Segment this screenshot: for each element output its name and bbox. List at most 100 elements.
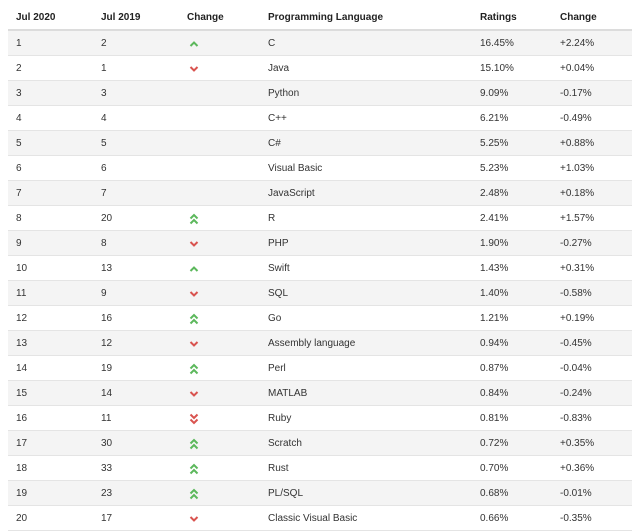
table-cell: 1.90% (480, 238, 509, 249)
table-cell: -0.45% (560, 338, 592, 349)
table-cell: Java (268, 63, 290, 74)
table-cell: +0.04% (560, 63, 595, 74)
trend-icon (189, 341, 199, 347)
table-cell: -0.01% (560, 488, 592, 499)
table-cell: -0.35% (560, 513, 592, 524)
table-cell: Perl (268, 363, 286, 374)
table-cell: 5 (16, 138, 22, 149)
table-cell: 19 (16, 488, 28, 499)
table-cell: Rust (268, 463, 289, 474)
table-row: 15 14 MATLAB 0.84% -0.24% (8, 381, 632, 406)
table-cell: 6 (16, 163, 22, 174)
table-cell: 15.10% (480, 63, 514, 74)
header-cell: Programming Language (268, 12, 384, 23)
table-cell: 0.87% (480, 363, 509, 374)
table-row: 1 2 C 16.45% +2.24% (8, 31, 632, 56)
table-cell: 20 (16, 513, 28, 524)
trend-icon (189, 213, 199, 225)
table-cell: MATLAB (268, 388, 308, 399)
table-cell: Ruby (268, 413, 292, 424)
table-cell: -0.24% (560, 388, 592, 399)
table-cell: 14 (101, 388, 113, 399)
table-cell: 2 (101, 38, 107, 49)
trend-icon (189, 41, 199, 47)
table-cell: 23 (101, 488, 113, 499)
table-row: 10 13 Swift 1.43% +0.31% (8, 256, 632, 281)
table-cell: 18 (16, 463, 28, 474)
table-cell: -0.83% (560, 413, 592, 424)
table-cell: -0.58% (560, 288, 592, 299)
table-cell: +2.24% (560, 38, 595, 49)
table-cell: +0.35% (560, 438, 595, 449)
table-cell: R (268, 213, 276, 224)
header-cell: Change (187, 12, 224, 23)
trend-icon (189, 291, 199, 297)
table-row: 16 11 Ruby 0.81% -0.83% (8, 406, 632, 431)
trend-icon (189, 488, 199, 500)
table-cell: PHP (268, 238, 289, 249)
table-cell: 0.70% (480, 463, 509, 474)
table-cell: 8 (101, 238, 107, 249)
table-cell: 0.94% (480, 338, 509, 349)
header-row: Jul 2020 Jul 2019 Change Programming Lan… (8, 0, 632, 31)
table-row: 6 6 Visual Basic 5.23% +1.03% (8, 156, 632, 181)
trend-icon (189, 516, 199, 522)
table-cell: 10 (16, 263, 28, 274)
table-cell: 6 (101, 163, 107, 174)
trend-icon (189, 313, 199, 325)
table-cell: 14 (16, 363, 28, 374)
table-cell: 5.25% (480, 138, 509, 149)
table-cell: +0.31% (560, 263, 595, 274)
table-row: 3 3 Python 9.09% -0.17% (8, 81, 632, 106)
table-row: 13 12 Assembly language 0.94% -0.45% (8, 331, 632, 356)
table-cell: +1.03% (560, 163, 595, 174)
table-cell: Visual Basic (268, 163, 323, 174)
table-cell: 15 (16, 388, 28, 399)
table-row: 4 4 C++ 6.21% -0.49% (8, 106, 632, 131)
table-cell: -0.04% (560, 363, 592, 374)
trend-icon (189, 266, 199, 272)
table-cell: C# (268, 138, 281, 149)
table-cell: +0.88% (560, 138, 595, 149)
table-cell: 9 (101, 288, 107, 299)
table-cell: 7 (101, 188, 107, 199)
table-cell: 8 (16, 213, 22, 224)
table-row: 11 9 SQL 1.40% -0.58% (8, 281, 632, 306)
table-cell: 17 (101, 513, 113, 524)
table-cell: +0.18% (560, 188, 595, 199)
table-cell: PL/SQL (268, 488, 304, 499)
table-cell: -0.49% (560, 113, 592, 124)
table-row: 8 20 R 2.41% +1.57% (8, 206, 632, 231)
table-row: 19 23 PL/SQL 0.68% -0.01% (8, 481, 632, 506)
table-row: 14 19 Perl 0.87% -0.04% (8, 356, 632, 381)
table-cell: +0.36% (560, 463, 595, 474)
table-cell: -0.17% (560, 88, 592, 99)
table-cell: 2.41% (480, 213, 509, 224)
table-cell: 3 (16, 88, 22, 99)
table-cell: 9.09% (480, 88, 509, 99)
table-row: 9 8 PHP 1.90% -0.27% (8, 231, 632, 256)
table-cell: 0.84% (480, 388, 509, 399)
header-cell: Ratings (480, 12, 517, 23)
table-cell: Swift (268, 263, 290, 274)
table-cell: 9 (16, 238, 22, 249)
table-cell: 0.81% (480, 413, 509, 424)
trend-icon (189, 438, 199, 450)
table-cell: Python (268, 88, 300, 99)
table-cell: 16.45% (480, 38, 514, 49)
table-row: 17 30 Scratch 0.72% +0.35% (8, 431, 632, 456)
trend-icon (189, 241, 199, 247)
table-cell: 17 (16, 438, 28, 449)
table-cell: SQL (268, 288, 289, 299)
table-cell: 1 (16, 38, 22, 49)
table-cell: 0.72% (480, 438, 509, 449)
table-cell: 1.21% (480, 313, 509, 324)
table-cell: 20 (101, 213, 113, 224)
table-cell: Scratch (268, 438, 302, 449)
table-cell: 33 (101, 463, 113, 474)
table-cell: 12 (16, 313, 28, 324)
table-cell: C++ (268, 113, 287, 124)
table-cell: 1.40% (480, 288, 509, 299)
trend-icon (189, 463, 199, 475)
trend-icon (189, 66, 199, 72)
